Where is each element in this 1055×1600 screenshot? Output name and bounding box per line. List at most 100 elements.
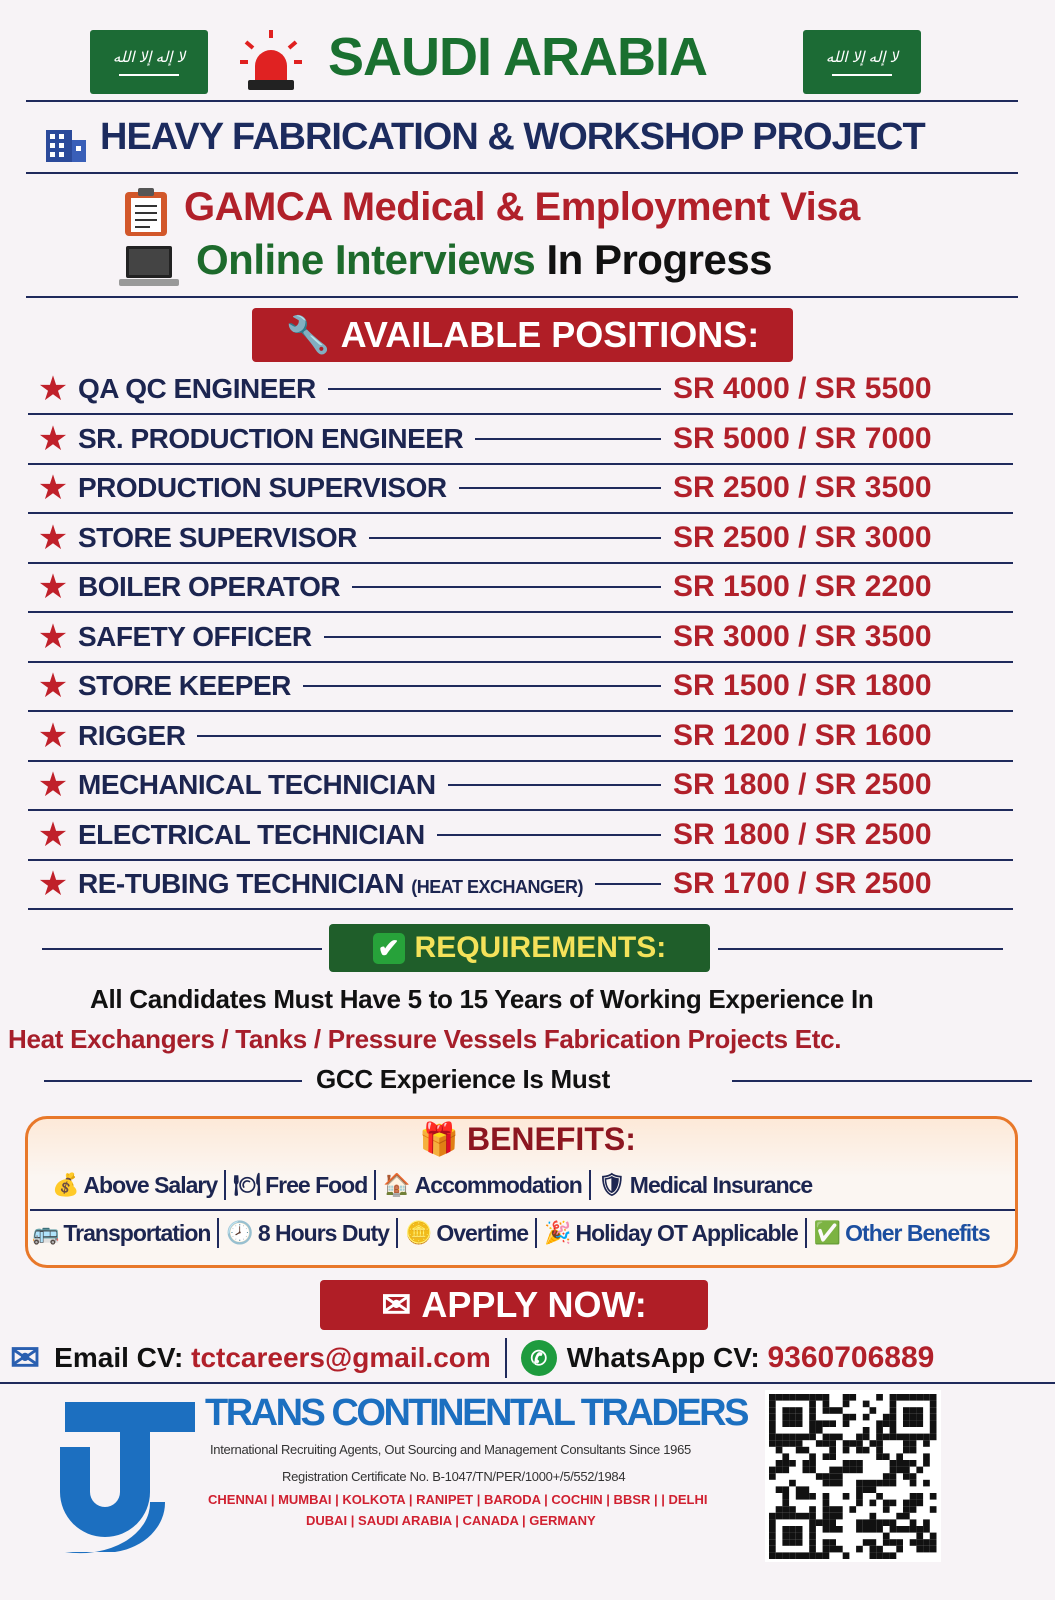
qr-module: [795, 1526, 803, 1533]
qr-module: [889, 1552, 897, 1559]
qr-module: [909, 1479, 917, 1487]
qr-module: [903, 1473, 910, 1480]
qr-module: [782, 1420, 790, 1427]
qr-module: [769, 1532, 776, 1540]
qr-module: [809, 1407, 816, 1414]
separator: [588, 1170, 591, 1200]
qr-module: [876, 1446, 883, 1454]
position-row: ★ STORE SUPERVISOR SR 2500 / SR 3000: [28, 514, 1013, 564]
position-name: PRODUCTION SUPERVISOR: [78, 472, 447, 503]
qr-module: [849, 1413, 857, 1421]
email-icon: ✉: [10, 1337, 41, 1378]
qr-module: [929, 1532, 937, 1540]
qr-module: [889, 1499, 897, 1507]
qr-module: [822, 1506, 830, 1513]
position-title: ELECTRICAL TECHNICIAN: [78, 819, 437, 851]
qr-module: [836, 1466, 843, 1474]
qr-module: [829, 1545, 836, 1553]
qr-module: [829, 1512, 836, 1520]
qr-module: [822, 1400, 830, 1408]
qr-code[interactable]: [765, 1390, 941, 1562]
qr-module: [923, 1479, 930, 1487]
separator: [804, 1218, 807, 1248]
qr-module: [822, 1440, 830, 1447]
position-name: BOILER OPERATOR: [78, 571, 341, 602]
coins-icon: 🪙: [404, 1220, 433, 1245]
qr-module: [929, 1400, 937, 1408]
qr-module: [789, 1420, 796, 1427]
qr-module: [809, 1512, 816, 1520]
qr-module: [795, 1394, 803, 1401]
email-link[interactable]: tctcareers@gmail.com: [191, 1342, 491, 1373]
qr-module: [909, 1539, 917, 1546]
divider: [42, 948, 322, 950]
positions-banner: 🔧 AVAILABLE POSITIONS:: [252, 308, 793, 362]
envelope-icon: ✉: [381, 1284, 412, 1325]
checkmark-icon: ✔: [372, 932, 405, 964]
star-icon: ★: [37, 568, 69, 606]
qr-module: [909, 1473, 917, 1480]
qr-module: [809, 1460, 816, 1467]
qr-module: [836, 1506, 843, 1513]
benefit-item: Free Food: [265, 1171, 368, 1198]
qr-module: [822, 1433, 830, 1441]
star-icon: ★: [37, 370, 69, 408]
qr-module: [775, 1506, 783, 1513]
qr-module: [842, 1466, 850, 1474]
position-salary: SR 2500 / SR 3000: [673, 520, 932, 554]
qr-module: [775, 1512, 783, 1520]
position-name: RE-TUBING TECHNICIAN: [78, 868, 405, 899]
qr-module: [862, 1526, 870, 1533]
email-label: Email CV:: [54, 1342, 184, 1373]
benefits-heading: BENEFITS:: [466, 1120, 636, 1157]
qr-module: [769, 1473, 776, 1480]
separator: [217, 1218, 220, 1248]
qr-module: [789, 1394, 796, 1401]
qr-module: [809, 1400, 816, 1408]
position-row: ★ ELECTRICAL TECHNICIAN SR 1800 / SR 2500: [28, 811, 1013, 861]
country-title: SAUDI ARABIA: [328, 27, 708, 87]
qr-module: [802, 1552, 810, 1559]
qr-module: [815, 1440, 823, 1447]
qr-module: [916, 1532, 924, 1540]
position-row: ★ RE-TUBING TECHNICIAN (HEAT EXCHANGER) SR…: [28, 860, 1013, 910]
qr-module: [909, 1413, 917, 1421]
leader-line: [352, 586, 661, 588]
qr-module: [876, 1479, 883, 1487]
qr-module: [862, 1539, 870, 1546]
bus-icon: 🚌: [32, 1220, 60, 1245]
qr-module: [909, 1499, 917, 1507]
check-icon: ✅: [813, 1220, 842, 1245]
qr-module: [903, 1433, 910, 1441]
saudi-flag-right: لا إله إلا الله: [803, 30, 921, 94]
position-name: ELECTRICAL TECHNICIAN: [78, 818, 425, 850]
qr-module: [789, 1532, 796, 1540]
separator: [395, 1218, 398, 1248]
qr-module: [862, 1433, 870, 1441]
qr-module: [802, 1466, 810, 1474]
position-salary: SR 1500 / SR 2200: [673, 570, 932, 603]
qr-module: [769, 1420, 776, 1427]
qr-module: [929, 1493, 937, 1500]
qr-module: [916, 1545, 924, 1553]
leader-line: [368, 536, 661, 539]
qr-module: [775, 1466, 783, 1474]
qr-module: [923, 1545, 930, 1553]
qr-module: [882, 1433, 890, 1441]
benefits-header: 🎁 BENEFITS:: [0, 1120, 1055, 1158]
qr-module: [862, 1427, 870, 1434]
whatsapp-number[interactable]: 9360706889: [767, 1341, 935, 1374]
qr-module: [795, 1539, 803, 1546]
qr-module: [769, 1526, 776, 1533]
qr-module: [795, 1420, 803, 1427]
qr-module: [909, 1394, 917, 1401]
qr-module: [856, 1493, 863, 1500]
qr-module: [882, 1506, 890, 1513]
qr-module: [795, 1532, 803, 1540]
requirements-heading: REQUIREMENTS:: [414, 931, 667, 964]
qr-module: [769, 1433, 776, 1441]
separator: [504, 1338, 507, 1378]
qr-module: [916, 1413, 924, 1421]
building-icon: [46, 130, 86, 162]
benefits-box: [25, 1116, 1018, 1268]
